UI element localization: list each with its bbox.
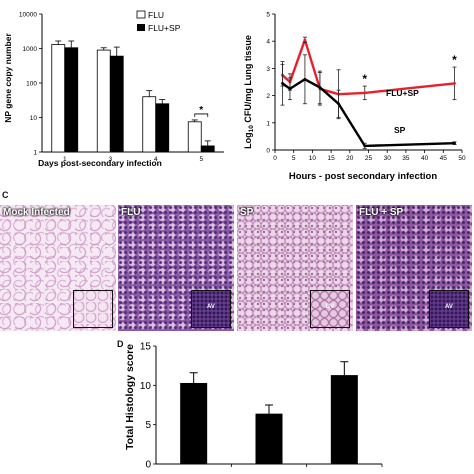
- panel-d-marks: [180, 361, 358, 464]
- a-y-tick-label: 100: [26, 81, 37, 88]
- a-y-tick-label: 1000: [23, 46, 38, 53]
- b-point: [363, 91, 367, 95]
- a-bar: [187, 121, 202, 153]
- legend-label-flu-sp: FLU+SP: [148, 23, 181, 33]
- a-significance-bracket: [194, 113, 209, 117]
- panel-b-marks: **: [280, 36, 457, 150]
- b-x-tick-label: 0: [273, 155, 277, 162]
- a-x-tick-label: 3: [108, 156, 112, 163]
- b-line-flu-sp: [281, 38, 455, 96]
- a-bar: [155, 103, 170, 153]
- histology-inset-label: BV: [325, 304, 335, 310]
- histology-image-mock: Mock Infected: [0, 205, 116, 331]
- b-x-tick-label: 15: [327, 155, 335, 162]
- panel-d-chart: 0 5 10 15 Total Histology score: [124, 342, 383, 471]
- histology-inset: [73, 290, 113, 328]
- histology-inset: AV: [191, 290, 231, 328]
- b-x-tick-label: 10: [309, 155, 317, 162]
- a-y-tick-label: 10000: [19, 12, 37, 19]
- b-point: [453, 81, 456, 85]
- histology-inset: AV: [429, 290, 469, 328]
- panel-b-ylabel-post: CFU/mg Lung tissue: [243, 35, 253, 125]
- legend-label-flu: FLU: [148, 10, 164, 20]
- a-y-tick-label: 10: [30, 115, 38, 122]
- b-point: [318, 86, 322, 89]
- b-point: [303, 77, 307, 81]
- panel-d-letter: D: [117, 339, 124, 349]
- series-label-sp: SP: [394, 125, 406, 135]
- a-bar: [200, 145, 215, 153]
- b-x-tick-label: 40: [421, 155, 429, 162]
- histology-inset: BV: [310, 290, 350, 328]
- panel-b-ylabel: Log10 CFU/mg Lung tissue: [243, 35, 255, 149]
- panel-b-ylabel-pre: Log: [243, 132, 253, 149]
- histology-image-label: SP: [240, 207, 254, 218]
- b-y-tick-label: 2: [266, 93, 270, 100]
- b-significance-star: *: [452, 53, 457, 67]
- b-y-tick-label: 0: [266, 148, 270, 155]
- a-bar: [96, 49, 111, 153]
- histology-inset-label: AV: [207, 304, 215, 310]
- a-bar: [51, 44, 66, 153]
- b-y-tick-label: 4: [266, 39, 270, 46]
- b-point: [288, 87, 292, 91]
- b-point: [453, 141, 456, 145]
- b-x-tick-label: 30: [384, 155, 392, 162]
- b-x-tick-label: 50: [458, 155, 466, 162]
- d-y-tick-label: 10: [140, 381, 152, 392]
- b-point: [337, 102, 340, 106]
- a-x-tick-label: 1: [63, 156, 67, 163]
- panel-b-xlabel: Hours - post secondary infection: [289, 171, 438, 182]
- panel-a-xlabel: Days post-secondary infection: [38, 158, 162, 168]
- b-x-tick-label: 20: [346, 155, 354, 162]
- a-x-tick-label: 4: [154, 156, 158, 163]
- b-x-tick-label: 45: [440, 155, 448, 162]
- histology-image-label: FLU: [121, 207, 141, 218]
- panel-a-marks: *: [51, 40, 215, 153]
- d-bar: [330, 375, 358, 464]
- histology-image-flu: FLU AV: [118, 205, 234, 331]
- histology-image-label: Mock Infected: [3, 207, 70, 218]
- a-x-tick-label: 5: [199, 156, 203, 163]
- d-y-tick-label: 5: [145, 420, 151, 431]
- a-bar: [109, 55, 124, 153]
- b-line-sp: [281, 78, 455, 148]
- b-point: [303, 38, 307, 42]
- a-y-tick-label: 1: [33, 150, 37, 157]
- b-x-tick-label: 5: [292, 155, 296, 162]
- panel-d-ylabel: Total Histology score: [124, 344, 136, 450]
- legend-swatch-flu: [136, 10, 146, 19]
- panel-a-ylabel: NP gene copy number: [3, 33, 13, 123]
- b-y-tick-label: 1: [266, 120, 270, 127]
- d-y-tick-label: 0: [145, 460, 151, 471]
- b-x-tick-label: 35: [402, 155, 410, 162]
- panel-a-chart: 10000 1000 100 10 1 1 3 4 5 * NP gene copy numbe…: [3, 10, 224, 168]
- b-point: [281, 81, 284, 85]
- histology-image-flusp: FLU + SP AV: [356, 205, 472, 331]
- d-bar: [180, 382, 208, 464]
- a-bar: [64, 47, 79, 153]
- histology-image-sp: SP BV: [237, 205, 353, 331]
- b-y-tick-label: 5: [266, 12, 270, 19]
- a-bar: [142, 96, 157, 153]
- b-point: [363, 144, 367, 148]
- legend-swatch-flu-sp: [137, 24, 145, 31]
- series-label-flu-sp: FLU+SP: [386, 88, 419, 98]
- b-x-tick-label: 25: [365, 155, 373, 162]
- panel-c-letter: C: [2, 190, 9, 200]
- a-significance-star: *: [199, 105, 203, 116]
- b-significance-star: *: [362, 72, 367, 86]
- b-y-tick-label: 3: [266, 66, 270, 73]
- panel-b-ylabel-sub: 10: [248, 125, 255, 133]
- histology-inset-label: AV: [445, 304, 453, 310]
- histology-image-label: FLU + SP: [359, 207, 404, 218]
- panel-a-legend: FLU FLU+SP: [136, 10, 181, 33]
- d-bar: [255, 413, 283, 464]
- d-y-tick-label: 15: [140, 342, 152, 353]
